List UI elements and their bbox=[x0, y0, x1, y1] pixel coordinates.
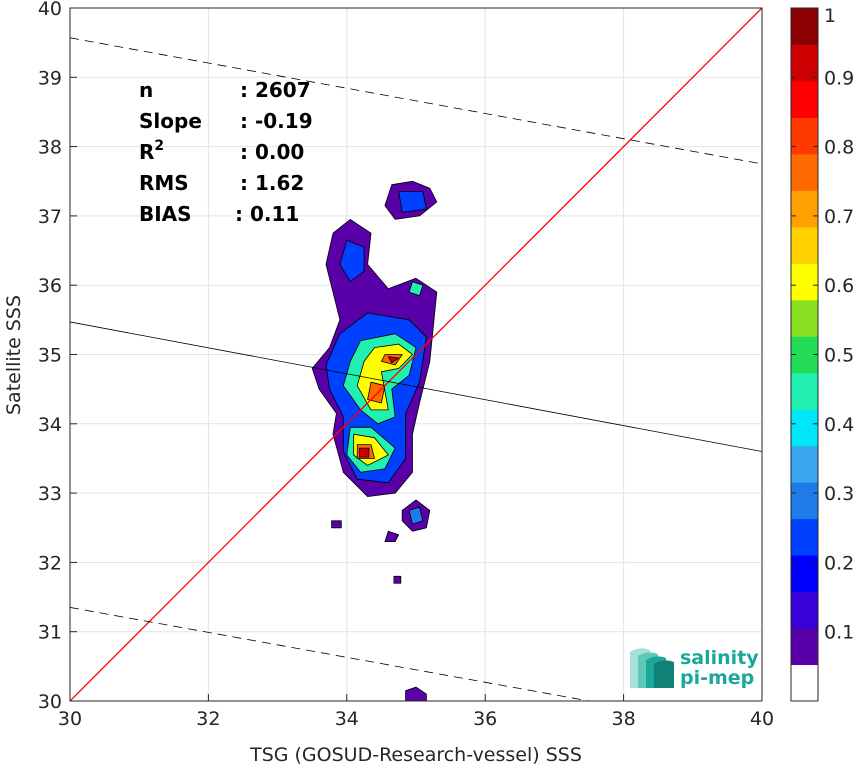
stat-value-slope: : -0.19 bbox=[240, 109, 313, 133]
colorbar-level-2 bbox=[791, 591, 818, 629]
stat-label-slope: Slope bbox=[139, 109, 202, 133]
y-tick-label-2: 32 bbox=[38, 552, 62, 574]
identity-line bbox=[70, 8, 762, 701]
y-tick-label-7: 37 bbox=[38, 206, 62, 228]
y-tick-label-10: 40 bbox=[38, 0, 62, 20]
density-blob-6 bbox=[405, 686, 427, 701]
colorbar-level-12 bbox=[791, 226, 818, 264]
density-blob-7 bbox=[398, 191, 427, 213]
colorbar-level-16 bbox=[791, 80, 818, 118]
colorbar-level-11 bbox=[791, 263, 818, 301]
density-blob-19 bbox=[387, 356, 400, 364]
logo-text-line1: salinity bbox=[680, 647, 759, 669]
colorbar-level-10 bbox=[791, 299, 818, 337]
colorbar-tick-label-1: 0.2 bbox=[824, 552, 854, 574]
x-tick-label-1: 32 bbox=[196, 708, 220, 730]
colorbar-level-5 bbox=[791, 482, 818, 520]
colorbar-tick-label-8: 0.9 bbox=[824, 67, 854, 89]
upper_bound-line bbox=[70, 37, 762, 165]
y-tick-label-8: 38 bbox=[38, 137, 62, 159]
density-blob-3 bbox=[384, 530, 400, 542]
stat-value-r2: : 0.00 bbox=[240, 140, 304, 164]
density-blob-10 bbox=[408, 506, 424, 525]
colorbar-level-8 bbox=[791, 372, 818, 410]
colorbar-tick-label-0: 0.1 bbox=[824, 622, 854, 644]
colorbar-tick-label-4: 0.5 bbox=[824, 345, 854, 367]
colorbar-level-17 bbox=[791, 44, 818, 82]
colorbar-level-14 bbox=[791, 153, 818, 191]
colorbar-level-1 bbox=[791, 628, 818, 666]
x-tick-label-0: 30 bbox=[58, 708, 82, 730]
colorbar-level-7 bbox=[791, 409, 818, 447]
stat-label-bias: BIAS bbox=[139, 202, 192, 226]
density-blob-5 bbox=[331, 520, 342, 529]
x-tick-label-3: 36 bbox=[473, 708, 497, 730]
density-blob-20 bbox=[358, 447, 370, 458]
stat-label-rms: RMS bbox=[139, 171, 189, 195]
density-blob-8 bbox=[339, 239, 365, 283]
colorbar-level-15 bbox=[791, 117, 818, 155]
y-axis-label: Satellite SSS bbox=[3, 295, 25, 415]
stat-value-bias: : 0.11 bbox=[235, 202, 299, 226]
x-tick-label-4: 38 bbox=[612, 708, 636, 730]
wave-logo-icon bbox=[630, 648, 674, 688]
stat-label-n: n bbox=[139, 78, 153, 102]
y-tick-label-1: 31 bbox=[38, 622, 62, 644]
colorbar-tick-label-7: 0.8 bbox=[824, 137, 854, 159]
colorbar-level-6 bbox=[791, 445, 818, 483]
regression-line bbox=[70, 321, 762, 452]
colorbar-level-18 bbox=[791, 8, 818, 45]
density-contours bbox=[311, 180, 438, 701]
logo-text-line2: pi-mep bbox=[680, 667, 754, 689]
lower_bound-line bbox=[70, 607, 590, 701]
y-tick-label-3: 33 bbox=[38, 483, 62, 505]
stat-value-rms: : 1.62 bbox=[240, 171, 304, 195]
x-tick-label-5: 40 bbox=[750, 708, 774, 730]
colorbar-tick-label-9: 1 bbox=[824, 5, 836, 27]
stat-value-n: : 2607 bbox=[240, 78, 311, 102]
colorbar: 0.1 0.2 0.3 0.4 0.5 0.6 0.7 0.8 0.9 1 bbox=[790, 5, 854, 702]
y-tick-label-9: 39 bbox=[38, 67, 62, 89]
x-axis-ticks: 30 32 34 36 38 40 bbox=[58, 694, 774, 730]
colorbar-level-3 bbox=[791, 555, 818, 593]
density-blob-13 bbox=[408, 281, 424, 297]
x-axis-label: TSG (GOSUD-Research-vessel) SSS bbox=[249, 744, 582, 766]
colorbar-tick-label-5: 0.6 bbox=[824, 275, 854, 297]
density-blob-4 bbox=[393, 575, 402, 584]
reference-lines bbox=[70, 8, 762, 701]
y-axis-ticks: 30 31 32 33 34 35 36 37 38 39 40 bbox=[38, 0, 77, 713]
colorbar-tick-label-2: 0.3 bbox=[824, 483, 854, 505]
y-tick-label-0: 30 bbox=[38, 691, 62, 713]
colorbar-tick-label-6: 0.7 bbox=[824, 206, 854, 228]
y-tick-label-6: 36 bbox=[38, 275, 62, 297]
y-tick-label-4: 34 bbox=[38, 414, 62, 436]
colorbar-tick-label-3: 0.4 bbox=[824, 414, 854, 436]
colorbar-level-13 bbox=[791, 190, 818, 228]
colorbar-level-4 bbox=[791, 518, 818, 556]
salinity-pi-mep-logo: salinity pi-mep bbox=[630, 647, 759, 689]
x-tick-label-2: 34 bbox=[335, 708, 359, 730]
colorbar-level-0 bbox=[791, 664, 818, 702]
y-tick-label-5: 35 bbox=[38, 345, 62, 367]
